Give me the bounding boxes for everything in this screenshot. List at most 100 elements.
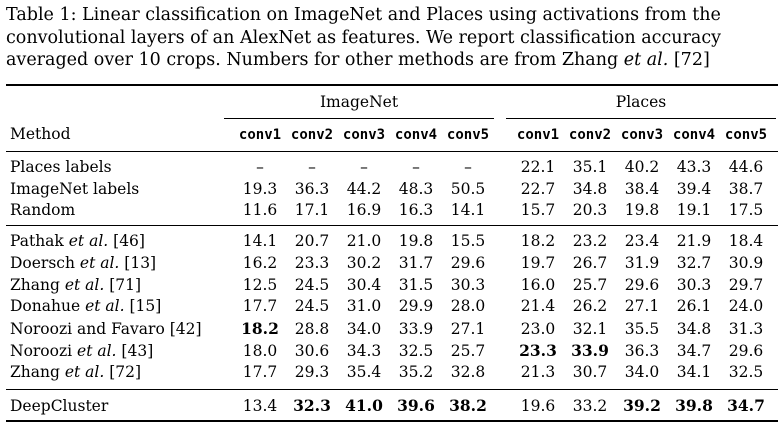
imagenet-value-conv5: 27.1 xyxy=(450,320,486,338)
places-value-conv3: 29.6 xyxy=(624,276,660,294)
places-value-conv1: 22.7 xyxy=(520,180,556,198)
places-value-conv5: 38.7 xyxy=(728,180,764,198)
places-value-conv2: 20.3 xyxy=(572,201,608,219)
places-value-conv1: 23.0 xyxy=(520,320,556,338)
imagenet-value-conv4: 32.5 xyxy=(398,342,434,360)
imagenet-value-conv3: 30.4 xyxy=(346,276,382,294)
imagenet-value-conv1: 17.7 xyxy=(242,297,278,315)
col-header-places-conv3: conv3 xyxy=(620,127,664,143)
places-value-conv5: 34.7 xyxy=(727,396,765,415)
places-value-conv2: 33.9 xyxy=(571,341,609,360)
places-value-conv1: 21.4 xyxy=(520,297,556,315)
imagenet-value-conv2: 32.3 xyxy=(293,396,331,415)
imagenet-value-conv2: 24.5 xyxy=(294,276,330,294)
places-value-conv2: 32.1 xyxy=(572,320,608,338)
group-header-imagenet: ImageNet xyxy=(319,93,399,111)
imagenet-group-rule xyxy=(224,118,494,119)
places-value-conv4: 39.8 xyxy=(675,396,713,415)
places-value-conv5: 30.9 xyxy=(728,254,764,272)
header-rule xyxy=(6,151,778,152)
imagenet-value-conv5: 14.1 xyxy=(450,201,486,219)
places-value-conv4: 43.3 xyxy=(676,158,712,176)
places-value-conv3: 31.9 xyxy=(624,254,660,272)
imagenet-value-conv5: 50.5 xyxy=(450,180,486,198)
imagenet-value-conv4: 33.9 xyxy=(398,320,434,338)
places-value-conv1: 21.3 xyxy=(520,363,556,381)
imagenet-value-conv2: 20.7 xyxy=(294,232,330,250)
imagenet-value-conv3: 30.2 xyxy=(346,254,382,272)
imagenet-value-conv2: 36.3 xyxy=(294,180,330,198)
places-value-conv2: 33.2 xyxy=(572,397,608,415)
places-value-conv1: 18.2 xyxy=(520,232,556,250)
places-value-conv5: 29.6 xyxy=(728,342,764,360)
places-value-conv5: 32.5 xyxy=(728,363,764,381)
imagenet-value-conv5: 15.5 xyxy=(450,232,486,250)
deepcluster-rule xyxy=(6,389,778,390)
imagenet-value-conv1: – xyxy=(256,158,264,176)
imagenet-value-conv4: – xyxy=(412,158,420,176)
results-table: ImageNet Places Method conv1 conv1 conv2 conv2… xyxy=(6,0,778,430)
places-value-conv5: 31.3 xyxy=(728,320,764,338)
imagenet-value-conv1: 13.4 xyxy=(242,397,278,415)
table-caption: Table 1: Linear classification on ImageN… xyxy=(6,4,778,72)
section-rule xyxy=(6,225,778,226)
imagenet-value-conv5: 28.0 xyxy=(450,297,486,315)
method-name: Pathak et al. [46] xyxy=(10,232,145,250)
imagenet-value-conv2: 29.3 xyxy=(294,363,330,381)
imagenet-value-conv3: 35.4 xyxy=(346,363,382,381)
places-value-conv4: 19.1 xyxy=(676,201,712,219)
method-name: DeepCluster xyxy=(10,397,109,415)
imagenet-value-conv4: 35.2 xyxy=(398,363,434,381)
places-value-conv3: 39.2 xyxy=(623,396,661,415)
imagenet-value-conv4: 31.7 xyxy=(398,254,434,272)
places-value-conv1: 19.6 xyxy=(520,397,556,415)
places-value-conv2: 35.1 xyxy=(572,158,608,176)
method-name: Zhang et al. [72] xyxy=(10,363,142,381)
imagenet-value-conv4: 48.3 xyxy=(398,180,434,198)
imagenet-value-conv4: 31.5 xyxy=(398,276,434,294)
imagenet-value-conv1: 12.5 xyxy=(242,276,278,294)
method-name: Random xyxy=(10,201,76,219)
imagenet-value-conv4: 19.8 xyxy=(398,232,434,250)
places-value-conv1: 15.7 xyxy=(520,201,556,219)
places-value-conv3: 34.0 xyxy=(624,363,660,381)
places-value-conv4: 34.1 xyxy=(676,363,712,381)
places-value-conv4: 34.7 xyxy=(676,342,712,360)
col-header-imagenet-conv3: conv3 xyxy=(342,127,386,143)
places-value-conv2: 26.2 xyxy=(572,297,608,315)
places-value-conv4: 26.1 xyxy=(676,297,712,315)
places-value-conv3: 38.4 xyxy=(624,180,660,198)
imagenet-value-conv3: – xyxy=(360,158,368,176)
col-header-imagenet-conv1: conv1 xyxy=(238,127,282,143)
places-value-conv3: 35.5 xyxy=(624,320,660,338)
imagenet-value-conv1: 11.6 xyxy=(242,201,278,219)
imagenet-value-conv2: 30.6 xyxy=(294,342,330,360)
places-value-conv5: 24.0 xyxy=(728,297,764,315)
imagenet-value-conv2: – xyxy=(308,158,316,176)
method-name: Noroozi et al. [43] xyxy=(10,342,154,360)
imagenet-value-conv5: – xyxy=(464,158,472,176)
method-name: Zhang et al. [71] xyxy=(10,276,142,294)
places-value-conv3: 19.8 xyxy=(624,201,660,219)
col-header-places-conv4: conv4 xyxy=(672,127,716,143)
method-header: Method xyxy=(10,125,71,143)
imagenet-value-conv1: 18.2 xyxy=(241,319,279,338)
places-value-conv4: 30.3 xyxy=(676,276,712,294)
col-header-places-conv2: conv2 xyxy=(568,127,612,143)
places-value-conv5: 44.6 xyxy=(728,158,764,176)
top-rule xyxy=(6,84,778,86)
col-header-imagenet-conv2: conv2 xyxy=(290,127,334,143)
places-value-conv2: 23.2 xyxy=(572,232,608,250)
places-group-rule xyxy=(506,118,776,119)
imagenet-value-conv3: 44.2 xyxy=(346,180,382,198)
imagenet-value-conv5: 29.6 xyxy=(450,254,486,272)
places-value-conv1: 23.3 xyxy=(519,341,557,360)
bottom-rule xyxy=(6,420,778,422)
places-value-conv4: 32.7 xyxy=(676,254,712,272)
imagenet-value-conv5: 30.3 xyxy=(450,276,486,294)
places-value-conv4: 21.9 xyxy=(676,232,712,250)
imagenet-value-conv3: 34.0 xyxy=(346,320,382,338)
places-value-conv2: 34.8 xyxy=(572,180,608,198)
imagenet-value-conv1: 14.1 xyxy=(242,232,278,250)
places-value-conv4: 39.4 xyxy=(676,180,712,198)
